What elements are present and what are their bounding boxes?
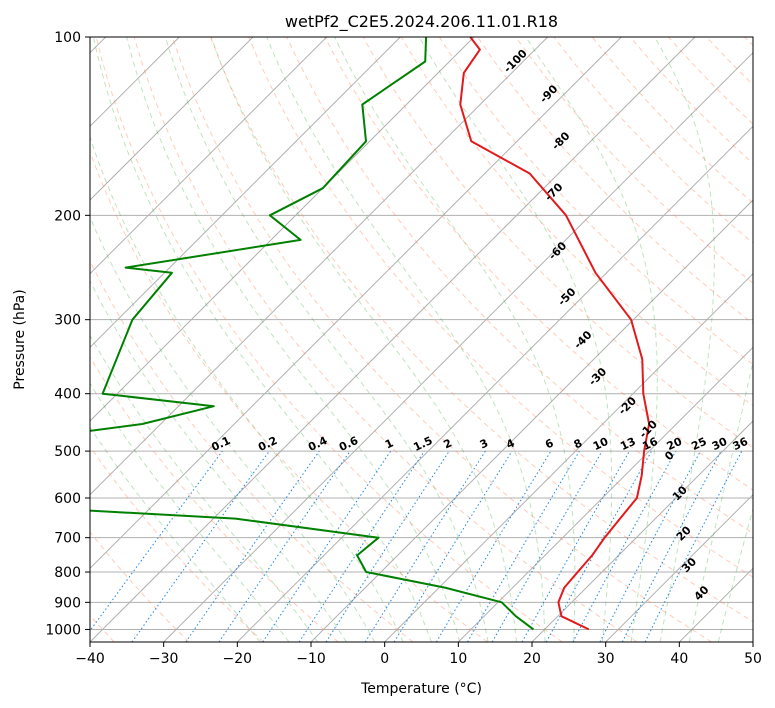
moist-adiabat — [334, 37, 576, 642]
isotherm-gridline — [90, 37, 549, 496]
y-tick-label: 200 — [54, 208, 81, 224]
mixing-ratio-label: 30 — [710, 435, 730, 453]
isotherm-gridline — [531, 420, 753, 642]
mixing-ratio-label: 10 — [591, 435, 611, 453]
moist-adiabat — [266, 37, 546, 642]
moist-adiabat — [90, 382, 290, 642]
moist-adiabat — [92, 37, 432, 642]
y-axis-label: Pressure (hPa) — [12, 289, 28, 389]
mixing-ratio-line — [90, 450, 223, 632]
dry-adiabat — [90, 259, 414, 642]
y-tick-label: 300 — [54, 313, 81, 329]
mixing-ratio-label: 20 — [665, 435, 685, 453]
x-tick-label: −10 — [296, 651, 326, 667]
moist-adiabat — [654, 37, 715, 642]
isotherm-gridline — [90, 37, 622, 570]
isotherm-gridline — [90, 37, 328, 275]
moist-adiabat — [525, 37, 658, 642]
x-tick-label: −30 — [149, 651, 179, 667]
x-tick-label: 30 — [597, 651, 615, 667]
moist-adiabat — [90, 426, 261, 642]
mixing-ratio-line — [572, 450, 677, 642]
mixing-ratio-line — [262, 450, 392, 642]
x-tick-label: −40 — [75, 651, 105, 667]
moist-adiabat — [90, 215, 376, 642]
mixing-ratio-line — [521, 450, 630, 642]
dry-adiabat — [515, 37, 753, 284]
mixing-ratio-line — [185, 450, 320, 642]
dry-adiabats — [90, 37, 753, 642]
mixing-ratio-label: 16 — [640, 435, 660, 453]
plot-frame — [89, 36, 754, 643]
y-tick-label: 500 — [54, 444, 81, 460]
moist-adiabat — [418, 37, 613, 642]
isotherm-gridline — [90, 37, 401, 349]
dry-adiabat — [90, 531, 190, 642]
dry-adiabat — [286, 37, 753, 534]
isotherm-gridline — [384, 272, 753, 642]
dry-adiabat — [248, 37, 753, 578]
dry-adiabat — [171, 37, 712, 642]
mixing-ratio-line — [325, 450, 450, 642]
dry-adiabat — [95, 37, 563, 642]
mixing-ratio-label: 25 — [689, 435, 708, 453]
dry-adiabat — [210, 37, 753, 623]
moist-adiabat — [210, 37, 517, 642]
x-axis-label: Temperature (°C) — [360, 681, 482, 697]
isotherm-gridline — [90, 37, 254, 201]
mixing-ratio-line — [644, 450, 743, 642]
y-tick-label: 400 — [54, 387, 81, 403]
y-tick-label: 100 — [54, 30, 81, 46]
dry-adiabat — [133, 37, 638, 642]
chart-title: wetPf2_C2E5.2024.206.11.01.R18 — [285, 12, 558, 32]
mixing-ratio-line — [298, 450, 425, 642]
y-tick-label: 1000 — [45, 622, 81, 638]
mixing-ratio-line — [131, 450, 270, 642]
mixing-ratio-line — [218, 450, 351, 642]
moist-adiabat — [90, 135, 404, 642]
moist-adiabat — [126, 37, 461, 642]
x-tick-label: 20 — [523, 651, 541, 667]
mixing-ratio-line — [393, 450, 513, 642]
y-tick-label: 700 — [54, 531, 81, 547]
series-layer — [90, 37, 651, 631]
y-tick-label: 900 — [54, 595, 81, 611]
x-tick-label: −20 — [223, 651, 253, 667]
dry-adiabat — [90, 150, 488, 642]
isotherm-gridline — [90, 37, 696, 642]
grid-layer — [90, 37, 753, 642]
mixing-ratio-line — [545, 450, 653, 642]
moist-adiabats — [90, 37, 753, 642]
axes: −40 −30 −20 −10 0 10 20 30 40 50 1000 900 800 700 600 5… — [45, 30, 762, 667]
isotherm-gridline — [90, 37, 475, 422]
x-tick-label: 40 — [670, 651, 688, 667]
dry-adiabat — [90, 356, 339, 642]
x-tick-label: 0 — [380, 651, 389, 667]
moist-adiabat — [164, 37, 489, 642]
isotherm-gridline — [163, 51, 753, 642]
isotherm-gridline — [236, 125, 753, 642]
dry-adiabat — [400, 37, 753, 407]
moist-adiabat — [90, 334, 319, 642]
mixing-ratio-label: 13 — [618, 435, 637, 453]
dry-adiabat — [90, 445, 264, 642]
x-tick-label: 10 — [449, 651, 467, 667]
temperature-line — [459, 37, 651, 631]
mixing-ratio-label: 36 — [731, 435, 751, 453]
dry-adiabat — [438, 37, 753, 366]
dewpoint-line — [90, 37, 535, 631]
mixing-ratio-lines — [90, 450, 743, 642]
y-tick-label: 800 — [54, 565, 81, 581]
y-tick-label: 600 — [54, 491, 81, 507]
isotherm-gridline — [457, 346, 753, 642]
isotherm-gridline — [605, 493, 753, 642]
x-tick-label: 50 — [744, 651, 762, 667]
isotherm-gridline — [310, 199, 753, 642]
